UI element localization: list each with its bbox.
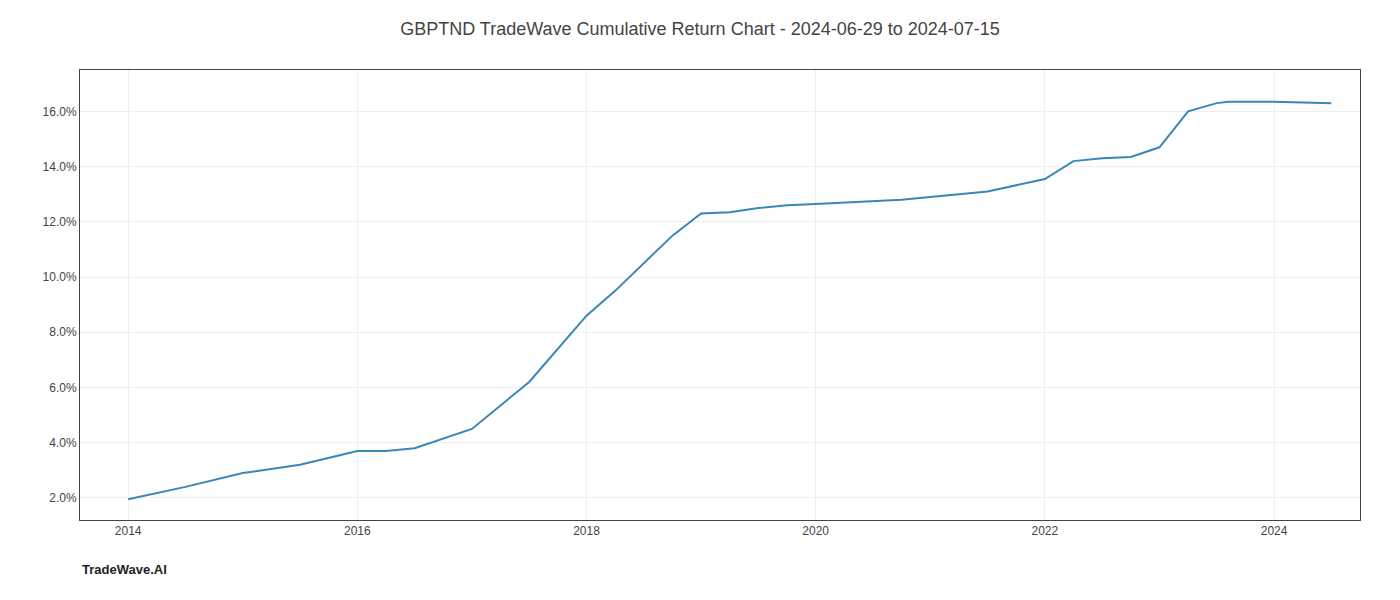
svg-text:16.0%: 16.0% bbox=[43, 105, 77, 119]
svg-text:2024: 2024 bbox=[1261, 524, 1288, 538]
svg-text:2014: 2014 bbox=[115, 524, 142, 538]
svg-text:2016: 2016 bbox=[344, 524, 371, 538]
svg-text:2018: 2018 bbox=[573, 524, 600, 538]
svg-text:12.0%: 12.0% bbox=[43, 215, 77, 229]
svg-text:2.0%: 2.0% bbox=[49, 491, 77, 505]
svg-text:14.0%: 14.0% bbox=[43, 160, 77, 174]
svg-text:2020: 2020 bbox=[802, 524, 829, 538]
svg-text:4.0%: 4.0% bbox=[49, 436, 77, 450]
svg-text:2022: 2022 bbox=[1032, 524, 1059, 538]
svg-text:GBPTND TradeWave Cumulative Re: GBPTND TradeWave Cumulative Return Chart… bbox=[400, 19, 1000, 39]
svg-text:10.0%: 10.0% bbox=[43, 270, 77, 284]
svg-text:8.0%: 8.0% bbox=[49, 325, 77, 339]
svg-text:6.0%: 6.0% bbox=[49, 381, 77, 395]
svg-text:TradeWave.AI: TradeWave.AI bbox=[82, 562, 167, 577]
